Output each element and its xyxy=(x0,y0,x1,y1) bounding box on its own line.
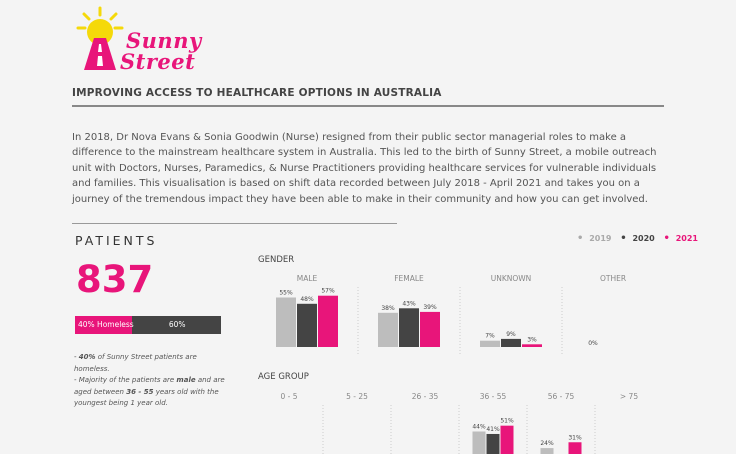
legend-label-2021: 2021 xyxy=(675,234,698,243)
category-label: 36 - 55 xyxy=(480,392,507,401)
patient-notes: - 40% of Sunny Street patients are homel… xyxy=(74,352,234,410)
legend-item-2021[interactable]: • 2021 xyxy=(661,233,698,244)
legend-dot-icon: • xyxy=(663,233,670,244)
bar-data-label: 38% xyxy=(381,305,395,312)
intro-paragraph: In 2018, Dr Nova Evans & Sonia Goodwin (… xyxy=(72,132,657,205)
bar-data-label: 41% xyxy=(486,426,500,433)
bar-2019-5675[interactable] xyxy=(540,448,554,454)
bar-data-label: 51% xyxy=(500,418,514,425)
legend-dot-icon: • xyxy=(577,233,584,244)
intro-divider xyxy=(72,223,397,224)
homeless-progress-bar[interactable]: 40% Homeless 60% xyxy=(75,316,221,334)
gender-bar-chart: MALE 55% 48% 57% FEMALE 38% 43% 39% UNKNOWN 7% 9% 3… xyxy=(276,274,626,354)
category-label: OTHER xyxy=(600,274,626,283)
bar-2020-unknown[interactable] xyxy=(501,338,521,347)
bar-data-label: 0% xyxy=(588,340,598,347)
bar-data-label: 7% xyxy=(485,333,495,340)
bar-data-label: 3% xyxy=(527,336,537,343)
non-homeless-segment: 60% xyxy=(168,320,186,329)
bar-2020-male[interactable] xyxy=(297,303,317,347)
logo-word-street: Street xyxy=(120,49,196,74)
bar-data-label: 9% xyxy=(506,331,516,338)
legend-dot-icon: • xyxy=(620,233,627,244)
bar-data-label: 31% xyxy=(568,434,582,441)
bar-2021-3655[interactable] xyxy=(500,425,514,454)
legend-item-2020[interactable]: • 2020 xyxy=(617,233,655,244)
note-homeless: - 40% of Sunny Street patients are homel… xyxy=(74,353,197,373)
bar-2019-unknown[interactable] xyxy=(480,340,500,347)
year-legend: • 2019 • 2020 • 2021 xyxy=(571,233,698,244)
category-label: > 75 xyxy=(620,392,638,401)
note-demographics: - Majority of the patients are male and … xyxy=(74,376,225,407)
age-chart-title: AGE GROUP xyxy=(258,372,309,382)
bar-2021-male[interactable] xyxy=(318,295,338,347)
homeless-segment: 40% Homeless xyxy=(75,316,134,334)
sunny-street-logo: Sunny Street xyxy=(74,6,201,74)
bar-2019-3655[interactable] xyxy=(472,431,486,454)
category-label: UNKNOWN xyxy=(491,274,532,283)
bar-data-label: 43% xyxy=(402,300,416,307)
bar-2021-female[interactable] xyxy=(420,311,440,347)
bar-data-label: 44% xyxy=(472,423,486,430)
bar-2020-female[interactable] xyxy=(399,308,419,347)
patients-section-title: PATIENTS xyxy=(75,233,158,248)
category-label: 26 - 35 xyxy=(412,392,439,401)
bar-data-label: 48% xyxy=(300,296,314,303)
page-subtitle: IMPROVING ACCESS TO HEALTHCARE OPTIONS I… xyxy=(72,87,442,99)
logo-word-sunny: Sunny xyxy=(126,28,202,53)
bar-2021-5675[interactable] xyxy=(568,442,582,454)
legend-label-2020: 2020 xyxy=(632,234,655,243)
bar-data-label: 24% xyxy=(540,440,554,447)
bar-2019-male[interactable] xyxy=(276,297,296,348)
bar-data-label: 55% xyxy=(279,290,293,297)
bar-data-label: 57% xyxy=(321,288,335,295)
patient-count: 837 xyxy=(76,258,154,301)
bar-2021-unknown[interactable] xyxy=(522,344,542,347)
bar-2019-female[interactable] xyxy=(378,312,398,347)
sun-road-icon xyxy=(76,6,124,70)
category-label: 0 - 5 xyxy=(280,392,297,401)
category-label: 56 - 75 xyxy=(548,392,575,401)
gender-chart-title: GENDER xyxy=(258,255,295,265)
category-label: FEMALE xyxy=(394,274,424,283)
bar-data-label: 39% xyxy=(423,304,437,311)
bar-2020-3655[interactable] xyxy=(486,433,500,454)
category-label: MALE xyxy=(297,274,318,283)
header-divider xyxy=(72,105,664,107)
category-label: 5 - 25 xyxy=(346,392,368,401)
legend-label-2019: 2019 xyxy=(589,234,612,243)
legend-item-2019[interactable]: • 2019 xyxy=(574,233,612,244)
age-bar-chart: 0 - 5 5 - 25 26 - 35 36 - 55 44% 41%51% 56 - 7… xyxy=(280,392,638,454)
